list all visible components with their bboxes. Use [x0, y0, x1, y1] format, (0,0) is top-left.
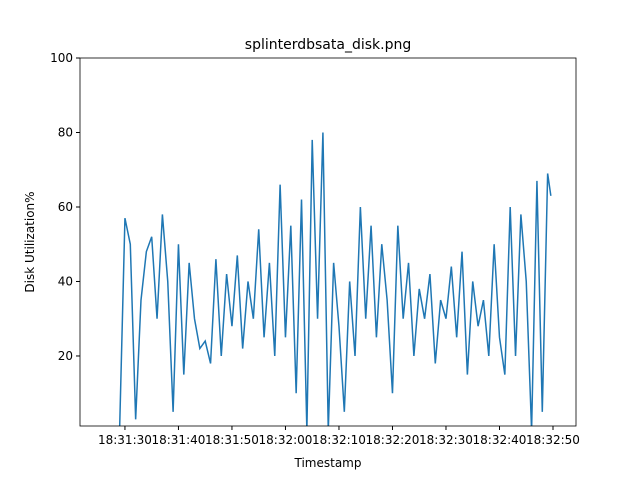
y-tick-label: 100 [50, 51, 73, 65]
x-tick-label: 18:32:40 [473, 433, 527, 447]
data-line [118, 132, 552, 426]
x-tick-label: 18:32:20 [366, 433, 420, 447]
x-axis-label: Timestamp [294, 456, 362, 470]
x-tick-label: 18:32:00 [259, 433, 313, 447]
x-tick-label: 18:31:30 [98, 433, 152, 447]
x-tick-label: 18:32:30 [419, 433, 473, 447]
y-tick-label: 20 [58, 349, 73, 363]
y-tick-label: 80 [58, 125, 73, 139]
x-tick-label: 18:32:50 [526, 433, 580, 447]
x-tick-label: 18:31:40 [151, 433, 205, 447]
x-tick-label: 18:32:10 [312, 433, 366, 447]
x-tick-label: 18:31:50 [205, 433, 259, 447]
plot-frame [79, 57, 577, 427]
y-tick-label: 60 [58, 200, 73, 214]
chart-title: splinterdbsata_disk.png [245, 37, 411, 53]
y-axis-label: Disk Utilization% [23, 191, 37, 292]
y-tick-label: 40 [58, 274, 73, 288]
